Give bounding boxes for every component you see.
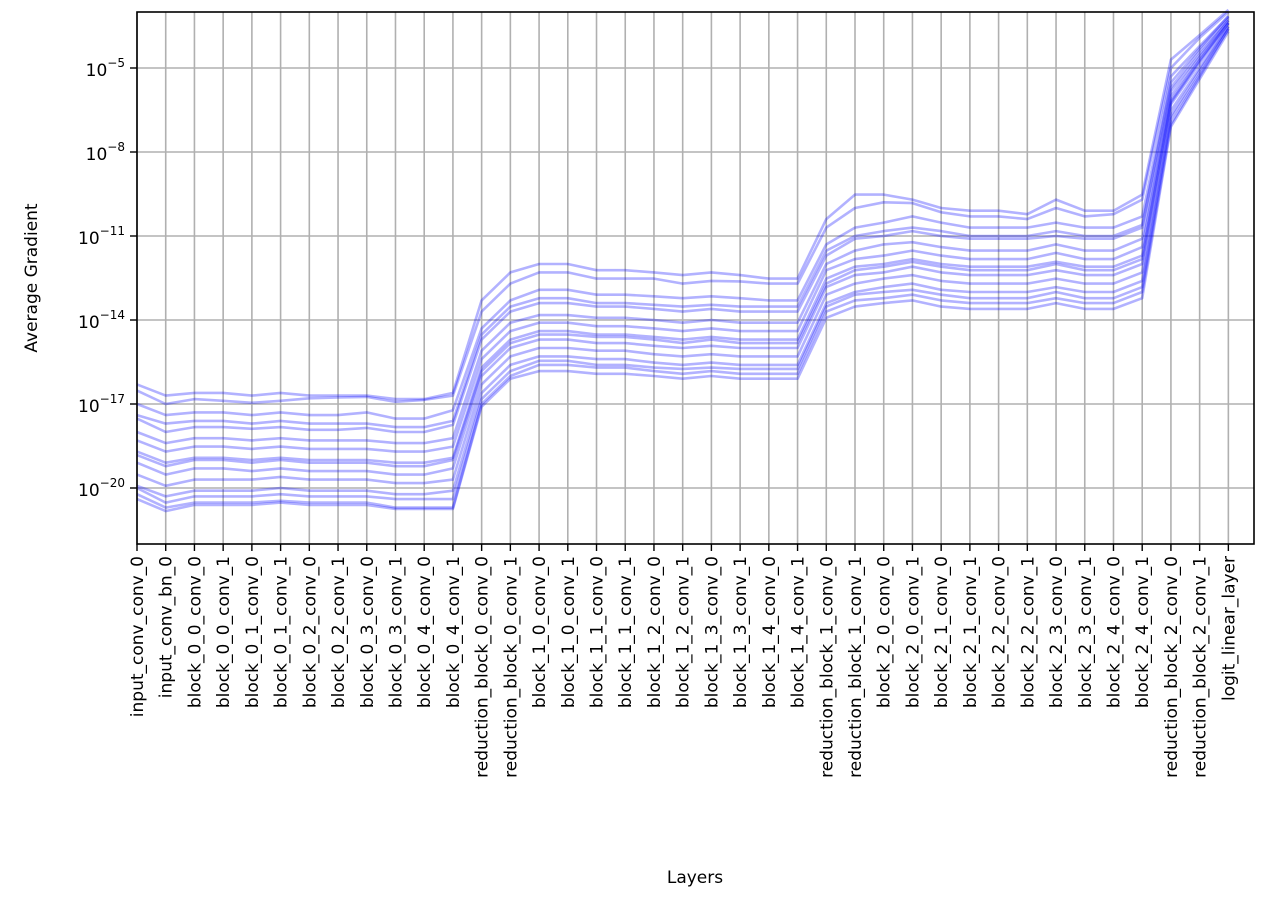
x-ticks: input_conv_conv_0 input_conv_bn_0 block_0_… (128, 544, 1239, 778)
y-axis-label: Average Gradient (22, 203, 42, 353)
series-line-14 (136, 30, 1230, 513)
x-tick-label: block_1_3_conv_0 (702, 556, 722, 708)
x-tick-label: reduction_block_0_conv_1 (501, 556, 521, 778)
x-tick-label: block_1_2_conv_1 (674, 556, 694, 708)
series-line-5 (136, 22, 1230, 465)
x-tick-label: block_2_1_conv_0 (932, 556, 952, 708)
x-tick-label: block_0_4_conv_0 (415, 556, 435, 708)
series-line-3 (136, 19, 1230, 445)
y-tick-label: 10−5 (86, 56, 125, 81)
x-tick-label: block_1_0_conv_0 (530, 556, 550, 708)
series-line-2 (136, 17, 1230, 434)
x-grid (136, 12, 1230, 544)
x-tick-label: block_0_1_conv_0 (243, 556, 263, 708)
x-tick-label: logit_linear_layer (1219, 556, 1239, 701)
y-tick-label: 10−8 (86, 140, 125, 165)
x-tick-label: block_1_1_conv_0 (588, 556, 608, 708)
series-line-12 (136, 22, 1230, 468)
series-line-13 (136, 28, 1230, 504)
x-tick-label: block_0_0_conv_0 (185, 556, 205, 708)
x-tick-label: block_0_3_conv_1 (386, 556, 406, 708)
x-tick-label: block_1_3_conv_1 (731, 556, 751, 708)
x-tick-label: block_2_1_conv_1 (961, 556, 981, 708)
x-axis-label: Layers (667, 868, 723, 888)
x-tick-label: block_1_2_conv_0 (645, 556, 665, 708)
x-tick-label: block_1_1_conv_1 (616, 556, 636, 708)
y-ticks: 10−20 10−17 10−14 10−11 10−8 10−5 (78, 56, 137, 501)
series-group (136, 8, 1230, 513)
series-line-11 (136, 15, 1230, 429)
x-tick-label: input_conv_bn_0 (157, 556, 177, 698)
x-tick-label: block_1_4_conv_0 (760, 556, 780, 708)
x-tick-label: block_0_0_conv_1 (214, 556, 234, 708)
series-line-9 (136, 28, 1230, 509)
x-tick-label: block_2_3_conv_0 (1047, 556, 1067, 708)
series-line-7 (136, 25, 1230, 488)
x-tick-label: reduction_block_1_conv_1 (846, 556, 866, 778)
x-tick-label: block_2_0_conv_0 (875, 556, 895, 708)
x-tick-label: block_2_2_conv_1 (1018, 556, 1038, 708)
plot-frame (136, 11, 1255, 545)
series-line-8 (136, 25, 1230, 498)
x-tick-label: block_1_0_conv_1 (559, 556, 579, 708)
y-tick-label: 10−17 (78, 392, 125, 417)
y-grid (137, 67, 1254, 489)
y-tick-label: 10−11 (78, 224, 125, 249)
x-tick-label: block_0_1_conv_1 (272, 556, 292, 708)
x-tick-label: block_0_3_conv_0 (358, 556, 378, 708)
x-tick-label: block_2_0_conv_1 (903, 556, 923, 708)
x-tick-label: block_2_3_conv_1 (1076, 556, 1096, 708)
x-tick-label: block_2_4_conv_1 (1133, 556, 1153, 708)
x-tick-label: reduction_block_1_conv_0 (817, 556, 837, 778)
series-line-1 (136, 15, 1230, 420)
series-line-6 (136, 22, 1230, 476)
series-line-0 (136, 11, 1230, 406)
x-tick-label: block_0_2_conv_1 (329, 556, 349, 708)
x-tick-label: block_0_2_conv_0 (300, 556, 320, 708)
series-line-10 (136, 8, 1230, 401)
x-tick-label: reduction_block_2_conv_1 (1191, 556, 1211, 778)
x-tick-label: block_2_2_conv_0 (990, 556, 1010, 708)
series-line-4 (136, 19, 1230, 453)
x-tick-label: block_2_4_conv_0 (1104, 556, 1124, 708)
x-tick-label: block_1_4_conv_1 (789, 556, 809, 708)
x-tick-label: block_0_4_conv_1 (444, 556, 464, 708)
y-tick-label: 10−14 (78, 308, 125, 333)
x-tick-label: input_conv_conv_0 (128, 556, 148, 717)
x-tick-label: reduction_block_0_conv_0 (473, 556, 493, 778)
y-tick-label: 10−20 (78, 476, 125, 501)
x-tick-label: reduction_block_2_conv_0 (1162, 556, 1182, 778)
